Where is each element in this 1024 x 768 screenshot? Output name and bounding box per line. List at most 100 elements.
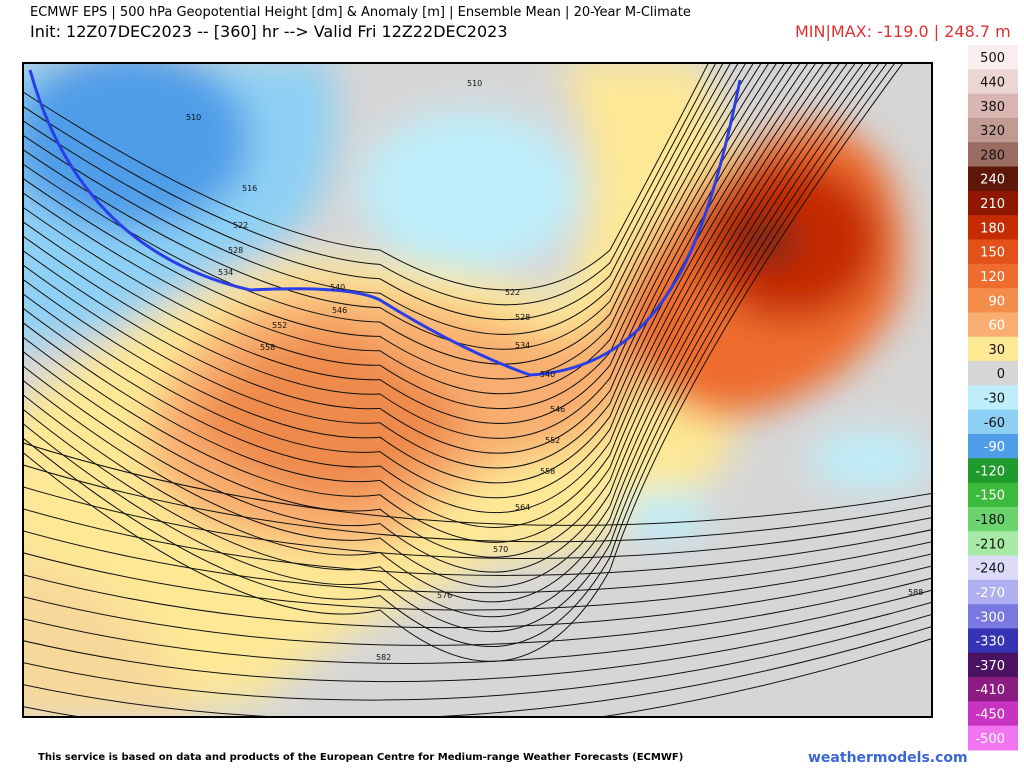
colorbar-swatch (968, 579, 1018, 605)
contour-label: 558 (540, 467, 555, 476)
colorbar-label: -120 (975, 464, 1005, 479)
contour-line (23, 63, 770, 410)
colorbar-swatch (968, 361, 1018, 386)
contour-label: 546 (332, 306, 347, 315)
colorbar-swatch (968, 190, 1018, 216)
contour-line (23, 63, 888, 633)
contour-line (23, 552, 932, 611)
title: ECMWF EPS | 500 hPa Geopotential Height … (30, 5, 691, 20)
contour-line (23, 63, 793, 454)
contour-line (23, 63, 849, 558)
contour-line (23, 613, 932, 701)
colorbar-swatch (968, 604, 1018, 629)
colorbar-swatch (968, 263, 1018, 289)
minmax: MIN|MAX: -119.0 | 248.7 m (795, 22, 1011, 41)
colorbar-swatch (968, 409, 1018, 435)
colorbar-label: 240 (980, 173, 1005, 188)
colorbar-label: -150 (975, 489, 1005, 504)
contour-label: 510 (467, 79, 482, 88)
colorbar-swatch (968, 385, 1018, 411)
contour-label: 582 (376, 653, 391, 662)
colorbar-swatch (968, 117, 1018, 143)
climo-contour (28, 69, 742, 377)
colorbar-label: -410 (975, 683, 1005, 698)
colorbar-label: -450 (975, 708, 1005, 723)
contour-line (23, 577, 932, 646)
contour-line (23, 63, 786, 439)
contour-label: 534 (515, 341, 530, 350)
contour-label: 558 (260, 343, 275, 352)
colorbar-label: -240 (975, 562, 1005, 577)
contour-line (23, 63, 739, 350)
colorbar-label: -270 (975, 586, 1005, 601)
contour-line (23, 625, 932, 717)
footer-notice: This service is based on data and produc… (38, 752, 684, 763)
colorbar-label: -30 (984, 392, 1005, 407)
colorbar-label: 30 (988, 343, 1005, 358)
contour-line (23, 63, 896, 647)
colorbar-label: 0 (997, 367, 1005, 382)
contour-line (23, 63, 717, 306)
height-contours (23, 63, 932, 717)
contour-line (23, 63, 825, 514)
map-frame (22, 62, 933, 718)
contour-line (23, 63, 856, 573)
colorbar-swatch (968, 239, 1018, 265)
colorbar-swatch (968, 45, 1018, 70)
contour-line (23, 63, 809, 484)
contour-label: 576 (437, 591, 452, 600)
colorbar-label: -60 (984, 416, 1005, 431)
colorbar-label: -300 (975, 610, 1005, 625)
colorbar-label: 180 (980, 221, 1005, 236)
colorbar-swatch (968, 93, 1018, 119)
contour-label: 564 (515, 503, 530, 512)
contour-line (23, 530, 932, 594)
colorbar-swatch (968, 336, 1018, 362)
contour-line (23, 601, 932, 683)
colorbar-swatch (968, 531, 1018, 557)
init-line: Init: 12Z07DEC2023 -- [360] hr --> Valid… (30, 22, 508, 41)
contour-line (23, 63, 872, 603)
colorbar-swatch (968, 288, 1018, 313)
contour-line (23, 63, 724, 321)
colorbar-swatch (968, 142, 1018, 168)
colorbar-swatch (968, 701, 1018, 727)
contour-line (23, 565, 932, 629)
colorbar-swatch (968, 215, 1018, 240)
colorbar-swatch (968, 725, 1018, 751)
contour-line (23, 63, 755, 380)
colorbar-label: -210 (975, 537, 1005, 552)
contour-line (23, 63, 864, 588)
contour-label: 516 (242, 184, 257, 193)
contour-line (23, 508, 932, 576)
contour-line (23, 63, 778, 424)
colorbar-swatch (968, 312, 1018, 338)
contour-label: 510 (186, 113, 201, 122)
contour-label: 570 (493, 545, 508, 554)
colorbar-label: -180 (975, 513, 1005, 528)
colorbar-swatch (968, 482, 1018, 508)
contour-line (23, 63, 841, 543)
contour-label: 534 (218, 268, 233, 277)
colorbar-label: -90 (984, 440, 1005, 455)
site-link[interactable]: weathermodels.com (808, 750, 968, 766)
contour-line (23, 63, 762, 395)
contour-line (23, 638, 932, 717)
contour-label: 528 (228, 246, 243, 255)
colorbar-label: 210 (980, 197, 1005, 212)
contour-label: 552 (272, 321, 287, 330)
contour-line (23, 442, 932, 526)
colorbar-swatch (968, 555, 1018, 581)
anomaly-field: 510 510 516 522 528 534 540 546 552 558 522 528 534 5… (23, 63, 932, 717)
colorbar-label: 280 (980, 148, 1005, 163)
colorbar-label: -330 (975, 635, 1005, 650)
colorbar-label: 500 (980, 51, 1005, 66)
colorbar-label: 380 (980, 100, 1005, 115)
contour-label: 540 (540, 370, 555, 379)
contour-line (23, 63, 747, 365)
colorbar-label: 60 (988, 319, 1005, 334)
contour-label: 540 (330, 283, 345, 292)
contour-label: 522 (505, 288, 520, 297)
contour-label: 528 (515, 313, 530, 322)
